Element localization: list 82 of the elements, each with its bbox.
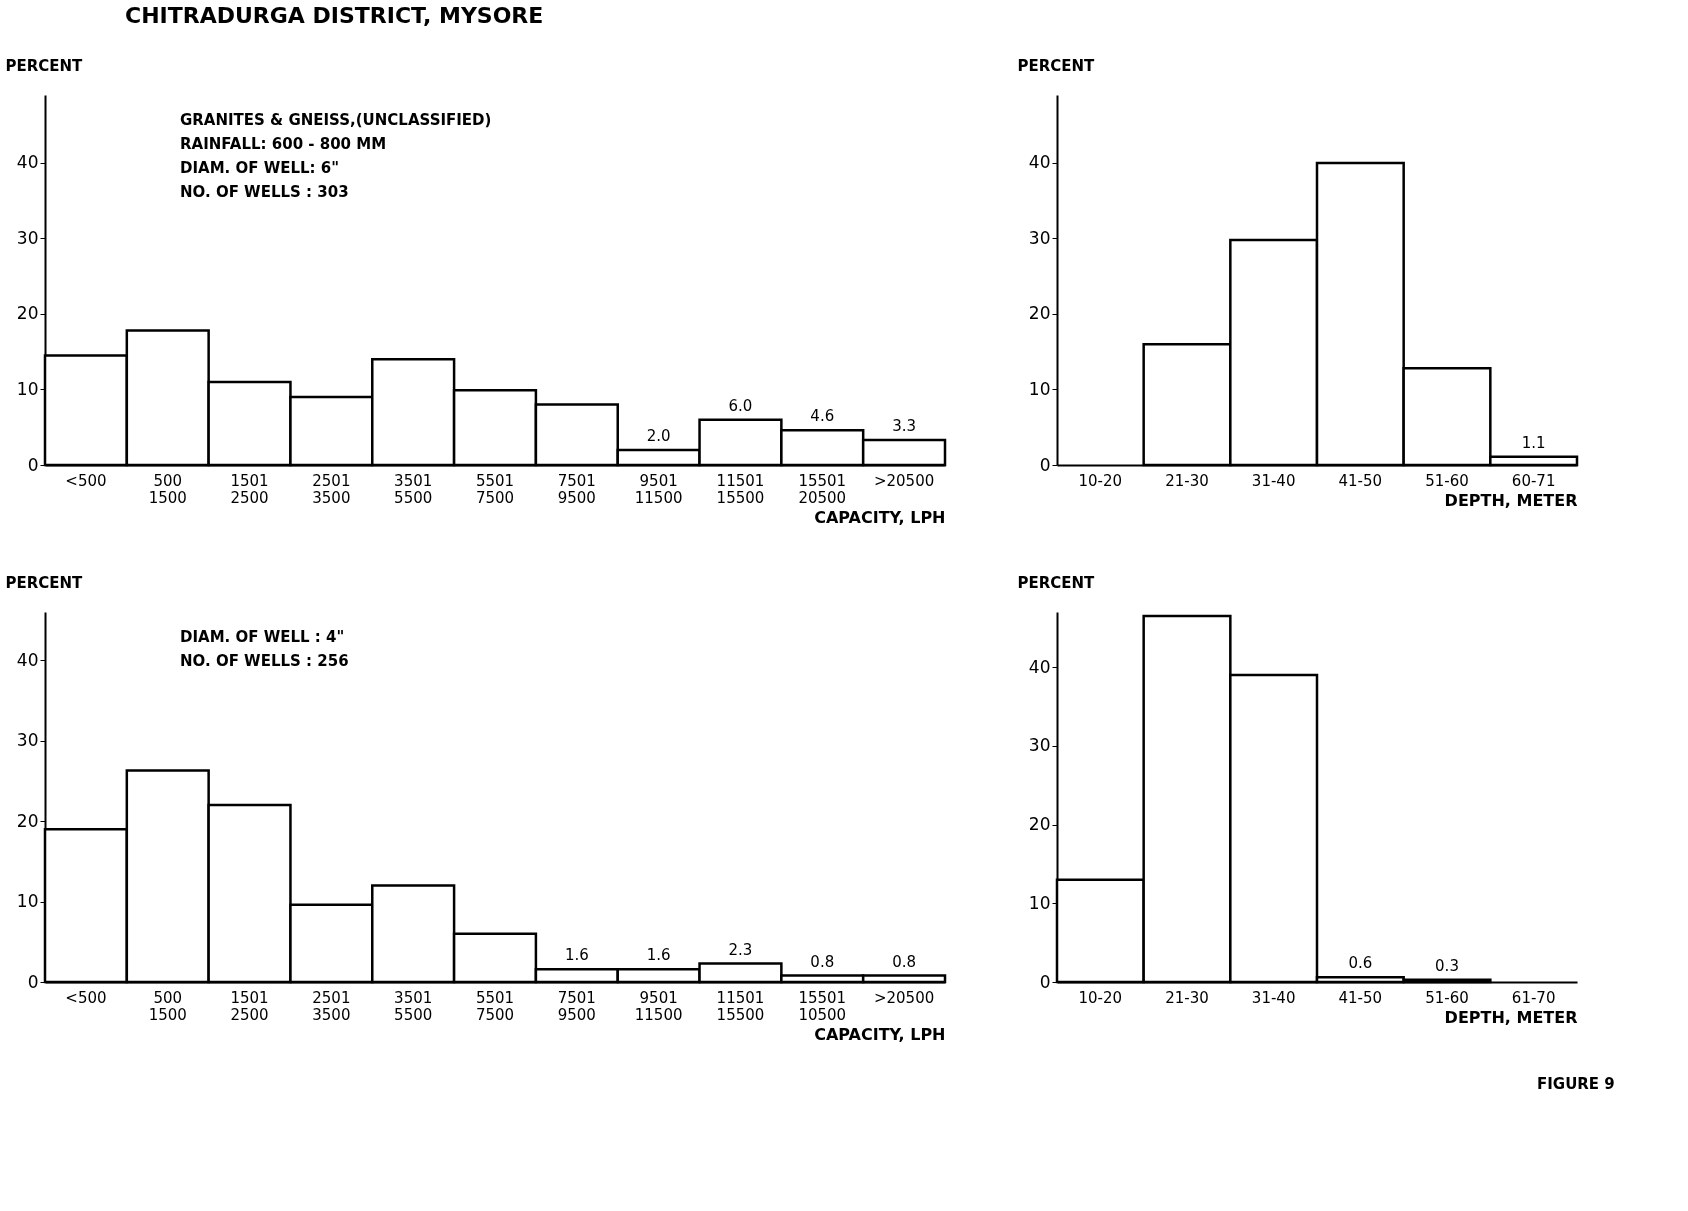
y-tick-label: 20	[1028, 303, 1051, 324]
x-tick-label: 21-30	[1165, 988, 1209, 1007]
y-axis-title: PERCENT	[1017, 573, 1096, 592]
x-tick-label: 9501 11500	[634, 988, 683, 1024]
y-tick-label: 10	[1028, 892, 1051, 913]
y-tick-label: 0	[27, 454, 39, 475]
data-label: 1.6	[564, 946, 589, 965]
data-label: 2.3	[728, 940, 753, 959]
data-label: 1.1	[1521, 433, 1546, 452]
x-axis-title: DEPTH, METER	[1444, 490, 1578, 510]
annotation: DIAM. OF WELL: 6"	[180, 159, 340, 177]
y-tick-label: 0	[1039, 971, 1051, 992]
x-tick-label: 5501 7500	[475, 471, 515, 507]
x-tick-label: <500	[65, 471, 107, 490]
x-tick-label: 1501 2500	[230, 988, 269, 1024]
x-tick-label: <500	[65, 988, 107, 1007]
y-tick-label: 40	[1028, 152, 1051, 173]
x-tick-label: 7501 9500	[557, 988, 596, 1024]
data-label: 2.0	[646, 426, 671, 445]
data-label: 0.3	[1435, 956, 1459, 975]
x-tick-label: 61-70	[1511, 988, 1556, 1007]
x-tick-label: 2501 3500	[312, 471, 351, 507]
data-label: 3.3	[892, 417, 917, 436]
x-tick-label: 10-20	[1078, 988, 1123, 1007]
x-tick-label: 51-60	[1425, 471, 1469, 490]
x-tick-label: 10-20	[1078, 471, 1123, 490]
caption: FIGURE 9	[1537, 1075, 1615, 1093]
y-tick-label: 20	[16, 303, 39, 324]
x-tick-label: 3501 5500	[394, 988, 433, 1024]
x-tick-label: 3501 5500	[394, 471, 433, 507]
x-tick-label: >20500	[873, 988, 935, 1007]
x-tick-label: 15501 20500	[798, 471, 847, 507]
y-tick-label: 0	[27, 971, 39, 992]
x-tick-label: 31-40	[1251, 988, 1296, 1007]
x-tick-label: 21-30	[1165, 471, 1209, 490]
x-tick-label: 2501 3500	[312, 988, 351, 1024]
y-tick-label: 30	[16, 730, 39, 751]
x-tick-label: 1501 2500	[230, 471, 269, 507]
x-tick-label: 60-71	[1511, 471, 1556, 490]
y-tick-label: 10	[16, 378, 39, 399]
x-tick-label: 15501 10500	[798, 988, 847, 1024]
y-tick-label: 30	[1028, 735, 1051, 756]
y-tick-label: 0	[1039, 454, 1051, 475]
y-tick-label: 40	[1028, 656, 1051, 677]
data-label: 6.0	[728, 396, 753, 415]
x-axis-title: CAPACITY, LPH	[814, 507, 946, 527]
chart-title: CHITRADURGA DISTRICT, MYSORE	[125, 3, 544, 28]
x-tick-label: 11501 15500	[716, 471, 765, 507]
x-tick-label: 41-50	[1338, 988, 1383, 1007]
x-tick-label: 5501 7500	[475, 988, 515, 1024]
data-label: 1.6	[646, 946, 671, 965]
annotation: DIAM. OF WELL : 4"	[180, 628, 345, 646]
y-tick-label: 30	[1028, 227, 1051, 248]
x-tick-label: 51-60	[1425, 988, 1469, 1007]
y-tick-label: 40	[16, 152, 39, 173]
y-tick-label: 20	[1028, 814, 1051, 835]
x-tick-label: 11501 15500	[716, 988, 765, 1024]
x-axis-title: DEPTH, METER	[1444, 1007, 1578, 1027]
x-axis-title: CAPACITY, LPH	[814, 1024, 946, 1044]
annotation: NO. OF WELLS : 303	[180, 183, 349, 201]
x-tick-label: 7501 9500	[557, 471, 596, 507]
y-tick-label: 30	[16, 227, 39, 248]
x-tick-label: 31-40	[1251, 471, 1296, 490]
y-axis-title: PERCENT	[1017, 56, 1096, 75]
x-tick-label: 500 1500	[148, 471, 187, 507]
y-tick-label: 10	[16, 891, 39, 912]
x-tick-label: 9501 11500	[634, 471, 683, 507]
y-tick-label: 40	[16, 649, 39, 670]
y-tick-label: 10	[1028, 378, 1051, 399]
y-axis-title: PERCENT	[5, 573, 84, 592]
data-label: 4.6	[810, 407, 835, 426]
data-label: 0.6	[1348, 954, 1373, 973]
x-tick-label: >20500	[873, 471, 935, 490]
x-tick-label: 500 1500	[148, 988, 187, 1024]
data-label: 0.8	[810, 952, 835, 971]
annotation: RAINFALL: 600 - 800 MM	[180, 135, 387, 153]
y-axis-title: PERCENT	[5, 56, 84, 75]
annotation: NO. OF WELLS : 256	[180, 652, 349, 670]
y-tick-label: 20	[16, 810, 39, 831]
annotation: GRANITES & GNEISS,(UNCLASSIFIED)	[180, 111, 492, 129]
x-tick-label: 41-50	[1338, 471, 1383, 490]
data-label: 0.8	[892, 952, 917, 971]
